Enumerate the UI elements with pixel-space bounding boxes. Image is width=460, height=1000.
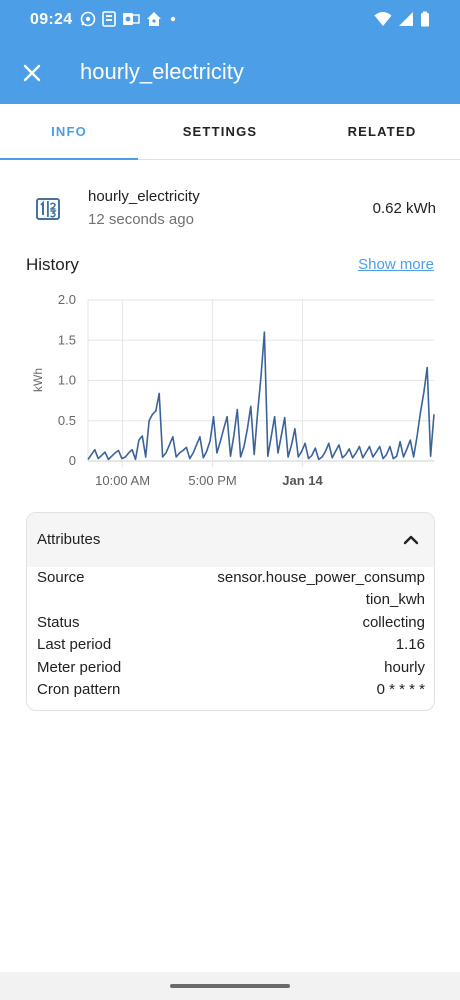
history-chart: 0 0.5 1.0 1.5 2.0 10:00 AM 5:00 PM Jan 14 kWh [31, 292, 435, 488]
tab-settings[interactable]: SETTINGS [182, 124, 258, 139]
chart-y-tick-label: 1.5 [58, 332, 76, 347]
attribute-key: Last period [37, 636, 112, 653]
attribute-value: collecting [362, 614, 425, 631]
signal-icon [398, 11, 414, 32]
chart-y-tick-label: 2.0 [58, 292, 76, 307]
close-icon [23, 64, 41, 82]
chart-y-tick-label: 1.0 [58, 373, 76, 388]
entity-name: hourly_electricity [88, 188, 200, 205]
attribute-row-meter-period: Meter period hourly [37, 659, 425, 681]
entity-row: hourly_electricity 12 seconds ago 0.62 k… [26, 180, 436, 238]
whatsapp-icon [80, 11, 96, 32]
attribute-key: Meter period [37, 659, 122, 676]
battery-icon [420, 11, 430, 32]
attribute-value: 0 * * * * [376, 681, 425, 698]
history-title: History [26, 255, 79, 274]
attribute-row-last-period: Last period 1.16 [37, 636, 425, 658]
chart-x-tick-label: 10:00 AM [95, 473, 150, 488]
chart-y-tick-label: 0 [69, 453, 76, 468]
chart-x-ticks: 10:00 AM 5:00 PM Jan 14 [95, 473, 323, 488]
outlook-icon [122, 11, 140, 32]
home-gesture-handle[interactable] [170, 984, 290, 988]
attributes-title: Attributes [37, 531, 101, 548]
attribute-row-status: Status collecting [37, 614, 425, 636]
attribute-value-line: sensor.house_power_consump [217, 569, 425, 586]
attribute-key: Source [37, 569, 85, 586]
chart-x-tick-label: Jan 14 [282, 473, 323, 488]
attribute-key: Status [37, 614, 80, 631]
page-title: hourly_electricity [80, 59, 244, 84]
attribute-row-source: Source sensor.house_power_consump tion_k… [37, 569, 425, 613]
show-more-link[interactable]: Show more [358, 256, 434, 273]
navigation-bar [0, 972, 460, 1000]
attribute-value: hourly [384, 659, 425, 676]
chart-series [87, 331, 435, 461]
status-time: 09:24 [30, 11, 73, 28]
entity-last-changed: 12 seconds ago [88, 211, 194, 228]
document-icon [102, 11, 116, 32]
close-button[interactable] [18, 59, 46, 87]
chart-series-line [87, 331, 435, 461]
attribute-value-line: tion_kwh [365, 591, 425, 608]
entity-state: 0.62 kWh [372, 200, 436, 217]
tab-bar: INFO SETTINGS RELATED [0, 104, 460, 160]
chart-y-ticks: 0 0.5 1.0 1.5 2.0 [58, 292, 76, 468]
tab-indicator [0, 158, 138, 160]
chart-y-axis-label: kWh [31, 368, 45, 392]
tab-related[interactable]: RELATED [347, 124, 417, 139]
dot-icon [168, 11, 178, 32]
wifi-icon [374, 11, 392, 32]
chart-x-tick-label: 5:00 PM [188, 473, 236, 488]
chart-y-tick-label: 0.5 [58, 413, 76, 428]
app-bar: hourly_electricity [0, 42, 460, 104]
home-assistant-icon [146, 11, 162, 32]
attribute-row-cron-pattern: Cron pattern 0 * * * * [37, 681, 425, 703]
attribute-key: Cron pattern [37, 681, 121, 698]
attributes-card: Attributes Source sensor.house_power_con… [26, 512, 435, 711]
tab-info[interactable]: INFO [51, 124, 87, 139]
chevron-up-icon[interactable] [402, 531, 420, 549]
counter-icon [36, 198, 60, 220]
attribute-value: 1.16 [395, 636, 425, 653]
attributes-header[interactable]: Attributes [27, 513, 434, 567]
status-bar: 09:24 [0, 0, 460, 42]
